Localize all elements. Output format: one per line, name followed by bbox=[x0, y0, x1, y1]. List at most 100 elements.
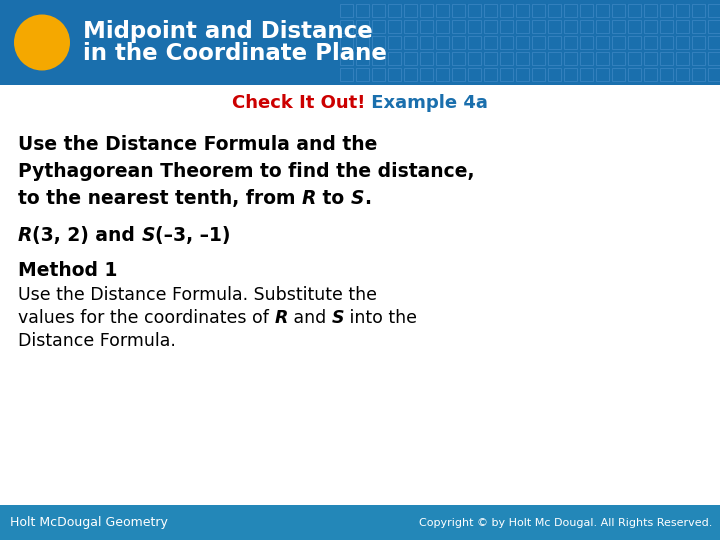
Bar bbox=[660, 4, 673, 17]
Text: and: and bbox=[288, 309, 331, 327]
Bar bbox=[628, 52, 641, 65]
Text: values for the coordinates of: values for the coordinates of bbox=[18, 309, 274, 327]
Bar bbox=[468, 36, 481, 49]
Bar bbox=[356, 68, 369, 81]
Bar bbox=[676, 36, 689, 49]
Bar bbox=[468, 52, 481, 65]
Text: Use the Distance Formula. Substitute the: Use the Distance Formula. Substitute the bbox=[18, 286, 377, 304]
Bar bbox=[580, 4, 593, 17]
Text: Pythagorean Theorem to find the distance,: Pythagorean Theorem to find the distance… bbox=[18, 162, 474, 181]
Bar bbox=[532, 68, 545, 81]
Text: Holt McDougal Geometry: Holt McDougal Geometry bbox=[10, 516, 168, 529]
Bar bbox=[628, 20, 641, 33]
Bar bbox=[644, 4, 657, 17]
Text: S: S bbox=[351, 189, 364, 208]
Bar bbox=[676, 52, 689, 65]
Text: R: R bbox=[302, 189, 317, 208]
Bar bbox=[340, 52, 353, 65]
Text: .: . bbox=[364, 189, 372, 208]
Bar bbox=[452, 36, 465, 49]
Text: S: S bbox=[142, 226, 156, 245]
Bar bbox=[420, 68, 433, 81]
Bar bbox=[596, 20, 609, 33]
Bar bbox=[660, 20, 673, 33]
Bar bbox=[372, 20, 385, 33]
Bar bbox=[612, 36, 625, 49]
Text: in the Coordinate Plane: in the Coordinate Plane bbox=[83, 42, 387, 65]
Bar bbox=[420, 36, 433, 49]
Bar bbox=[692, 52, 705, 65]
Bar bbox=[628, 68, 641, 81]
Bar bbox=[356, 52, 369, 65]
Text: into the: into the bbox=[344, 309, 417, 327]
Bar bbox=[372, 68, 385, 81]
Bar bbox=[644, 68, 657, 81]
Bar bbox=[548, 52, 561, 65]
Bar bbox=[468, 20, 481, 33]
Bar bbox=[372, 52, 385, 65]
Bar bbox=[612, 52, 625, 65]
Bar bbox=[516, 52, 529, 65]
Bar bbox=[548, 20, 561, 33]
Text: to the nearest tenth, from: to the nearest tenth, from bbox=[18, 189, 302, 208]
Bar bbox=[532, 36, 545, 49]
Bar bbox=[468, 4, 481, 17]
Bar bbox=[436, 52, 449, 65]
Bar bbox=[564, 52, 577, 65]
Bar bbox=[356, 4, 369, 17]
Text: Example 4a: Example 4a bbox=[365, 94, 488, 112]
Text: R: R bbox=[18, 226, 32, 245]
Bar bbox=[372, 36, 385, 49]
Bar bbox=[676, 20, 689, 33]
Bar bbox=[628, 4, 641, 17]
Bar bbox=[644, 52, 657, 65]
Bar bbox=[420, 4, 433, 17]
Text: to: to bbox=[317, 189, 351, 208]
Bar bbox=[484, 4, 497, 17]
Text: Check It Out!: Check It Out! bbox=[232, 94, 365, 112]
Bar bbox=[692, 68, 705, 81]
Bar bbox=[484, 68, 497, 81]
Bar bbox=[644, 36, 657, 49]
Bar bbox=[532, 4, 545, 17]
Bar bbox=[404, 36, 417, 49]
Bar bbox=[596, 68, 609, 81]
Bar bbox=[564, 36, 577, 49]
Bar bbox=[452, 52, 465, 65]
Bar bbox=[468, 68, 481, 81]
Bar bbox=[388, 68, 401, 81]
Bar bbox=[532, 52, 545, 65]
Bar bbox=[356, 20, 369, 33]
Bar bbox=[660, 52, 673, 65]
Bar bbox=[612, 4, 625, 17]
Bar bbox=[692, 4, 705, 17]
Bar bbox=[580, 68, 593, 81]
Bar bbox=[420, 52, 433, 65]
Bar bbox=[708, 20, 720, 33]
Bar bbox=[564, 4, 577, 17]
Bar bbox=[516, 68, 529, 81]
Bar bbox=[484, 36, 497, 49]
Bar bbox=[388, 36, 401, 49]
Bar bbox=[564, 68, 577, 81]
Bar bbox=[340, 36, 353, 49]
Bar bbox=[500, 36, 513, 49]
Bar bbox=[692, 36, 705, 49]
Bar bbox=[404, 52, 417, 65]
Text: (–3, –1): (–3, –1) bbox=[156, 226, 231, 245]
Bar bbox=[340, 68, 353, 81]
Bar bbox=[420, 20, 433, 33]
Bar bbox=[0, 505, 720, 540]
Bar bbox=[692, 20, 705, 33]
Bar bbox=[708, 68, 720, 81]
Bar bbox=[516, 4, 529, 17]
Bar bbox=[0, 0, 720, 85]
Bar bbox=[660, 36, 673, 49]
Bar bbox=[388, 4, 401, 17]
Bar bbox=[404, 20, 417, 33]
Bar bbox=[548, 4, 561, 17]
Bar bbox=[660, 68, 673, 81]
Bar bbox=[548, 68, 561, 81]
Bar bbox=[404, 68, 417, 81]
Text: R: R bbox=[274, 309, 288, 327]
